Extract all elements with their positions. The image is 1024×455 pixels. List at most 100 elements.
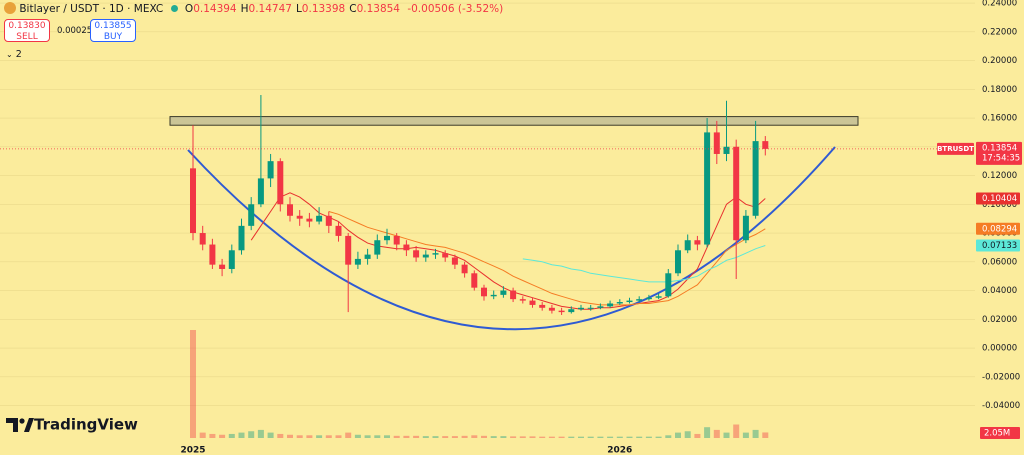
symbol-tag-text: BTRUSDT (937, 145, 974, 153)
volume-bar (374, 435, 381, 438)
candle-body (287, 204, 293, 216)
candle-body (597, 306, 604, 308)
candle-body (519, 299, 526, 301)
candle-body (228, 250, 235, 269)
zone-layer (169, 116, 859, 126)
volume-bar (257, 429, 264, 438)
volume-bar (645, 436, 652, 438)
candle-body (364, 254, 371, 259)
candle-body (451, 257, 458, 265)
chevron: ⌄ (6, 50, 13, 59)
ohlc-change: -0.00506 (-3.52%) (407, 3, 504, 15)
candle-body (393, 235, 400, 245)
volume-bar (190, 330, 196, 438)
x-tick-label: 2025 (180, 446, 205, 455)
y-tick-label: 0.16000 (982, 114, 1017, 124)
candle-body (199, 233, 206, 245)
volume-bar (277, 433, 284, 438)
buy-button[interactable]: 0.13855 BUY (90, 19, 136, 42)
candle-body (645, 297, 652, 300)
candle-body (461, 264, 468, 274)
volume-bar (325, 435, 332, 438)
last-price-text: 0.13854 (982, 143, 1017, 153)
grid (0, 2, 975, 406)
y-tick-label: 0.02000 (982, 315, 1017, 325)
ohlc-value: 0.13854 (356, 3, 400, 15)
y-tick-label: 0.06000 (982, 257, 1017, 267)
ma-tag-text: 0.07133 (982, 241, 1017, 251)
indicators-toggle[interactable]: ⌄ 2 (6, 49, 22, 60)
candle-body (306, 218, 313, 222)
candle-body (209, 244, 216, 265)
ohlc-key: C (349, 3, 357, 15)
ma-tag (976, 192, 1020, 205)
y-tick-label: -0.04000 (982, 401, 1020, 411)
volume-bar (578, 436, 584, 438)
volume-bar (296, 435, 303, 438)
last-price-tag (976, 141, 1022, 165)
volume-bar (733, 424, 740, 438)
moving-average (250, 192, 766, 310)
volume-bar (510, 436, 517, 438)
candle-body (704, 132, 711, 245)
candle-body (413, 250, 420, 258)
candle-body (345, 235, 352, 265)
volume-bar (529, 436, 536, 438)
candle-body (607, 303, 614, 307)
sell-button[interactable]: 0.13830 SELL (4, 19, 50, 42)
volume-bar (548, 436, 555, 438)
candle-layer (190, 95, 769, 315)
candle-body (403, 244, 410, 251)
brand-text: TradingView (34, 416, 138, 434)
ohlc-value: 0.14394 (193, 3, 237, 15)
volume-bar (471, 435, 478, 438)
candle-body (490, 294, 497, 297)
volume-tag-text: 2.05M (984, 429, 1010, 439)
volume-bar (345, 432, 352, 438)
volume-bar (219, 434, 226, 438)
volume-layer (190, 330, 769, 438)
volume-bar (316, 435, 323, 438)
volume-bar (422, 436, 429, 438)
volume-bar (442, 436, 449, 438)
y-tick-label: 0.10000 (982, 200, 1017, 210)
candle-body (723, 146, 730, 154)
volume-bar (461, 435, 468, 438)
volume-bar (335, 435, 342, 438)
candle-body (354, 258, 361, 265)
buy-price: 0.13855 (94, 21, 132, 31)
ma-tag (976, 239, 1020, 252)
candle-body (238, 225, 245, 251)
y-tick-label: -0.02000 (982, 372, 1020, 382)
volume-bar (568, 436, 575, 438)
sell-label: SELL (16, 32, 38, 42)
candle-body (665, 273, 672, 297)
ohlc-key: L (295, 3, 302, 15)
candle-body (190, 168, 196, 234)
volume-bar (490, 436, 497, 438)
volume-bar (228, 433, 235, 438)
buy-label: BUY (103, 32, 123, 42)
candle-body (257, 178, 264, 205)
volume-bar (684, 431, 691, 438)
y-tick-label: 0.12000 (982, 171, 1017, 181)
candle-body (325, 215, 332, 226)
volume-bar (500, 436, 507, 438)
volume-bar (742, 432, 749, 438)
volume-bar (384, 435, 390, 438)
candle-body (752, 141, 759, 216)
candle-body (481, 287, 487, 297)
candle-body (277, 161, 284, 205)
ohlc-value: 0.13398 (301, 3, 346, 15)
volume-bar (519, 436, 526, 438)
candle-body (548, 307, 555, 311)
volume-bar (616, 436, 623, 438)
candle-body (384, 235, 390, 241)
candle-body (219, 264, 226, 269)
candle-body (539, 304, 546, 308)
symbol-title: Bitlayer / USDT · 1D · MEXC (19, 3, 164, 15)
spread: 0.00025 (57, 26, 93, 36)
volume-bar (762, 432, 769, 438)
